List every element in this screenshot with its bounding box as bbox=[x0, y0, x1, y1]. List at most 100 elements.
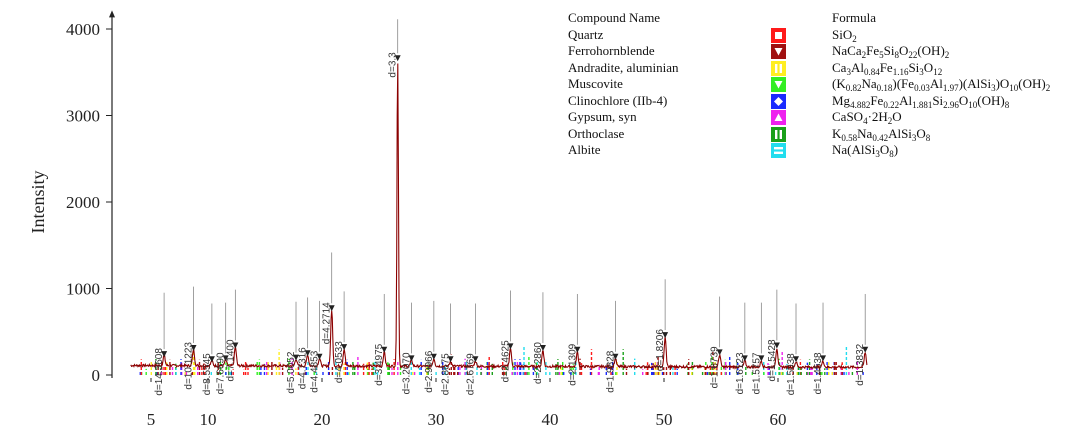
peak-d-label: d=2.4625 bbox=[500, 340, 511, 382]
legend: Compound Name Formula Quartz SiO2 Ferrohor… bbox=[568, 10, 1078, 159]
legend-marker-icon bbox=[771, 126, 786, 142]
peak-markers: d=14.3608 d=10.1223 d=8.5545 d=7.6690d=7.14… bbox=[154, 19, 869, 396]
legend-marker-icon bbox=[771, 110, 786, 125]
peak-marker bbox=[304, 350, 311, 357]
legend-entry-formula: Na(AlSi3O8) bbox=[832, 142, 899, 159]
peak-d-label: d=1.3832 bbox=[855, 343, 866, 385]
legend-entry: Ferrohornblende NaCa2Fe5Si8O22(OH)2 bbox=[568, 43, 1078, 60]
legend-entry-name: Clinochlore (IIb-4) bbox=[568, 92, 668, 108]
legend-entry-formula: SiO2 bbox=[832, 26, 857, 44]
peak-d-label: d=1.8206 bbox=[655, 329, 666, 371]
legend-header-name: Compound Name bbox=[568, 10, 661, 25]
peak-d-label: d=1.5428 bbox=[767, 339, 778, 381]
peak-marker bbox=[793, 356, 800, 363]
peak-marker bbox=[662, 332, 669, 339]
x-tick-label: 30 bbox=[428, 410, 445, 429]
diffraction-pattern-line bbox=[130, 63, 868, 371]
peak-d-label: d=3.4975 bbox=[374, 343, 385, 385]
legend-entry-formula: Ca3Al0.84Fe1.16Si3O12 bbox=[832, 59, 943, 77]
peak-d-label: d=8.5545 bbox=[202, 353, 213, 395]
peak-marker bbox=[394, 55, 401, 62]
peak-marker bbox=[341, 344, 348, 351]
y-tick-label: 1000 bbox=[66, 280, 100, 299]
legend-entry: Gypsum, syn CaSO4·2H2O bbox=[568, 109, 1078, 126]
peak-marker bbox=[741, 355, 748, 362]
peak-marker bbox=[612, 353, 619, 360]
peak-d-label: d=3.3 bbox=[388, 52, 399, 78]
y-axis-arrow bbox=[109, 10, 115, 18]
peak-d-label: d=1.6123 bbox=[735, 352, 746, 394]
peak-d-label: d=2.6769 bbox=[465, 353, 476, 395]
x-tick-label: 20 bbox=[314, 410, 331, 429]
peak-marker bbox=[430, 353, 437, 360]
peak-d-label: d=4.4853 bbox=[309, 350, 320, 392]
peak-d-label: d=3.2070 bbox=[401, 352, 412, 394]
peak-d-label: d=2.8675 bbox=[441, 353, 452, 395]
y-axis-label: Intensity bbox=[28, 171, 48, 234]
peak-d-label: d=10.1223 bbox=[184, 342, 195, 390]
peak-marker bbox=[190, 345, 197, 352]
peak-d-label: d=2.2860 bbox=[533, 342, 544, 384]
legend-entry-formula: (K0.82Na0.18)(Fe0.03Al1.97)(AlSi3)O10(OH… bbox=[832, 76, 1051, 93]
peak-marker bbox=[222, 355, 229, 362]
peak-marker bbox=[820, 355, 827, 362]
legend-entry: Quartz SiO2 bbox=[568, 27, 1078, 44]
peak-d-label: d=1.9828 bbox=[605, 350, 616, 392]
peak-d-label: d=2.9966 bbox=[424, 350, 435, 392]
legend-entry: Orthoclase K0.58Na0.42AlSi3O8 bbox=[568, 126, 1078, 143]
peak-marker bbox=[773, 342, 780, 349]
peak-marker bbox=[507, 343, 514, 350]
peak-marker bbox=[161, 351, 168, 358]
legend-entry-name: Andradite, aluminian bbox=[568, 59, 679, 75]
legend-entry: Clinochlore (IIb-4) Mg4.882Fe0.22Al1.881S… bbox=[568, 93, 1078, 110]
peak-marker bbox=[758, 355, 765, 362]
legend-entry-formula: K0.58Na0.42AlSi3O8 bbox=[832, 125, 931, 143]
peak-d-label: d=4.7316 bbox=[298, 347, 309, 389]
peak-marker bbox=[862, 346, 869, 353]
legend-marker-icon bbox=[771, 143, 786, 158]
x-tick-label: 5 bbox=[147, 410, 156, 429]
peak-marker bbox=[316, 353, 323, 360]
peak-marker bbox=[293, 354, 300, 361]
legend-marker-icon bbox=[771, 93, 786, 109]
peak-marker bbox=[447, 356, 454, 363]
legend-entry-name: Orthoclase bbox=[568, 125, 625, 141]
legend-entry-name: Muscovite bbox=[568, 76, 623, 91]
legend-entry-formula: Mg4.882Fe0.22Al1.881Si2.96O10(OH)8 bbox=[832, 92, 1010, 110]
y-tick-label: 2000 bbox=[66, 193, 100, 212]
legend-entry: Muscovite (K0.82Na0.18)(Fe0.03Al1.97)(AlS… bbox=[568, 76, 1078, 93]
x-tick-label: 40 bbox=[542, 410, 559, 429]
legend-marker-icon bbox=[771, 27, 786, 43]
legend-entry-name: Ferrohornblende bbox=[568, 43, 655, 58]
peak-d-label: d=1.5757 bbox=[751, 352, 762, 394]
peak-marker bbox=[716, 349, 723, 356]
legend-entry-formula: NaCa2Fe5Si8O22(OH)2 bbox=[832, 43, 950, 60]
legend-marker-icon bbox=[771, 44, 786, 59]
y-tick-label: 4000 bbox=[66, 20, 100, 39]
peak-d-label: d=14.3608 bbox=[154, 348, 165, 396]
y-tick-label: 3000 bbox=[66, 107, 100, 126]
peak-marker bbox=[539, 345, 546, 352]
peak-marker bbox=[328, 305, 335, 312]
peak-marker bbox=[408, 355, 415, 362]
legend-entry: Albite Na(AlSi3O8) bbox=[568, 142, 1078, 159]
legend-marker-icon bbox=[771, 60, 786, 76]
peak-d-label: d=4.2714 bbox=[322, 302, 333, 344]
peak-d-label: d=1.6739 bbox=[710, 346, 721, 388]
peak-d-label: d=4.0533 bbox=[334, 341, 345, 383]
legend-entry-name: Quartz bbox=[568, 26, 604, 42]
x-tick-label: 60 bbox=[770, 410, 787, 429]
peak-marker bbox=[574, 346, 581, 353]
peak-marker bbox=[472, 356, 479, 363]
legend-entry: Andradite, aluminian Ca3Al0.84Fe1.16Si3O1… bbox=[568, 60, 1078, 77]
legend-marker-icon bbox=[771, 77, 786, 92]
legend-entry-formula: CaSO4·2H2O bbox=[832, 109, 902, 126]
peak-d-label: d=2.1309 bbox=[567, 343, 578, 385]
peak-d-label: d=1.4538 bbox=[813, 352, 824, 394]
peak-d-label: d=7.1400 bbox=[225, 339, 236, 381]
peak-d-label: d=1.5038 bbox=[786, 353, 797, 395]
legend-entry-name: Gypsum, syn bbox=[568, 109, 637, 124]
peak-marker bbox=[232, 342, 239, 349]
peak-d-label: d=7.6690 bbox=[216, 352, 227, 394]
peak-marker bbox=[381, 346, 388, 353]
